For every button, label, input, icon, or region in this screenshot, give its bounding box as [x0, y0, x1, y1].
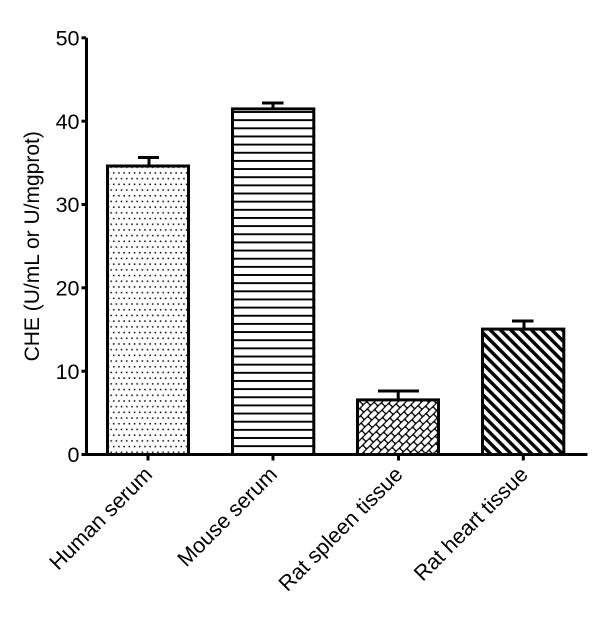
svg-text:10: 10: [56, 360, 80, 384]
svg-text:40: 40: [56, 110, 80, 134]
svg-text:50: 50: [56, 27, 80, 51]
svg-text:20: 20: [56, 277, 80, 301]
svg-text:0: 0: [68, 443, 80, 467]
svg-text:CHE (U/mL or U/mgprot): CHE (U/mL or U/mgprot): [21, 131, 44, 361]
svg-text:30: 30: [56, 193, 80, 217]
